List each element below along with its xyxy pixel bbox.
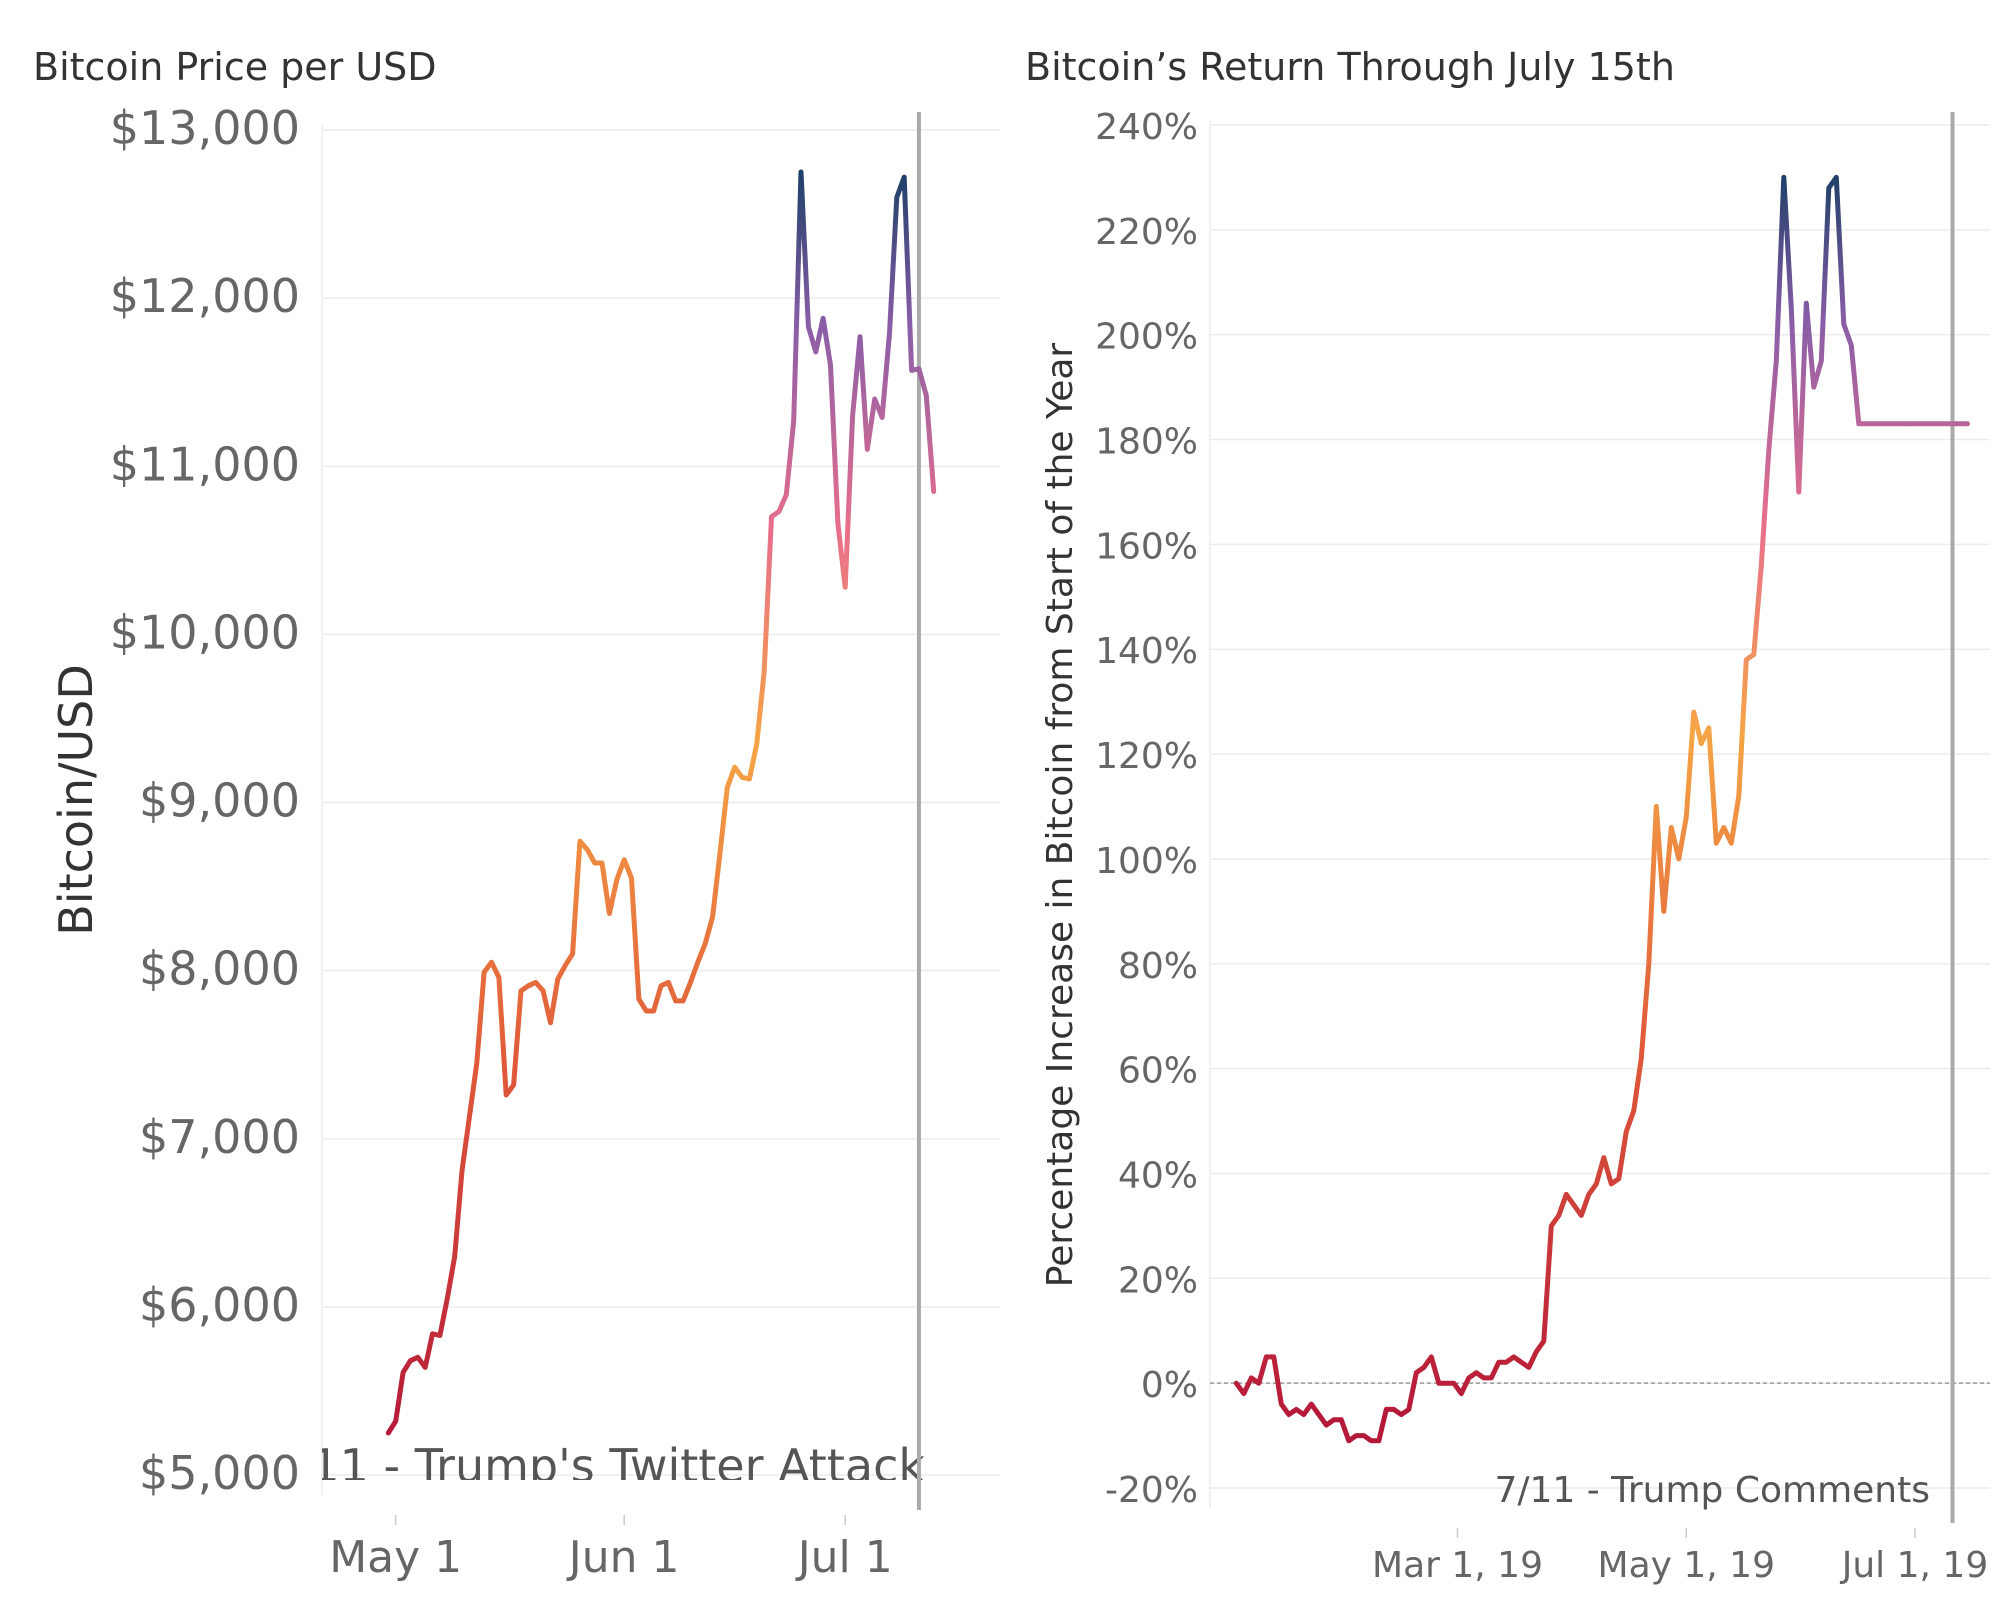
left-reference-annotation: 7/11 - Trump's Twitter Attack (266, 1439, 926, 1493)
right-x-tick-label: Jul 1, 19 (1840, 1545, 1988, 1586)
left-chart-title: Bitcoin Price per USD (33, 45, 437, 89)
right-y-tick-label: 240% (1095, 107, 1198, 148)
left-grid (321, 125, 1000, 1495)
right-y-tick-label: 120% (1095, 736, 1198, 777)
left-y-tick-label: $10,000 (110, 605, 300, 659)
left-y-tick-label: $13,000 (110, 101, 300, 155)
left-y-ticks: $5,000 $6,000 $7,000 $8,000 $9,000 $10,000 $11… (110, 101, 300, 1500)
right-y-ticks: -20% 0% 20% 40% 60% 80% 100% 120% 140% 160% 180% 20… (1095, 107, 1198, 1511)
left-y-tick-label: $12,000 (110, 269, 300, 323)
right-y-tick-label: 0% (1141, 1365, 1198, 1406)
right-y-tick-label: 100% (1095, 841, 1198, 882)
right-y-tick-label: 60% (1118, 1051, 1198, 1092)
left-series-line (385, 169, 937, 1436)
left-y-tick-label: $7,000 (139, 1110, 300, 1164)
left-y-tick-label: $6,000 (139, 1278, 300, 1332)
right-y-tick-label: 80% (1118, 946, 1198, 987)
right-return-series (1233, 174, 1970, 1444)
right-y-axis-label: Percentage Increase in Bitcoin from Star… (1040, 343, 1081, 1288)
left-y-axis-label: Bitcoin/USD (49, 664, 103, 936)
left-x-tick-label: Jul 1 (795, 1532, 893, 1583)
left-y-tick-label: $5,000 (139, 1446, 300, 1500)
right-y-tick-label: 20% (1118, 1260, 1198, 1301)
left-x-ticks: May 1 Jun 1 Jul 1 (329, 1515, 893, 1583)
right-y-tick-label: 220% (1095, 212, 1198, 253)
right-x-tick-label: Mar 1, 19 (1372, 1545, 1543, 1586)
right-chart-panel: Bitcoin’s Return Through July 15th Perce… (1025, 45, 1990, 1586)
left-chart-panel: Bitcoin Price per USD Bitcoin/USD $5,000… (33, 45, 1000, 1583)
right-y-tick-label: -20% (1105, 1470, 1198, 1511)
right-x-tick-label: May 1, 19 (1598, 1545, 1775, 1586)
right-y-tick-label: 160% (1095, 526, 1198, 567)
right-reference-annotation: 7/11 - Trump Comments (1494, 1470, 1930, 1511)
left-price-series (385, 169, 937, 1436)
left-annotation-group: 7/11 - Trump's Twitter Attack (266, 1439, 926, 1493)
left-x-tick-label: May 1 (329, 1532, 462, 1583)
right-y-tick-label: 180% (1095, 422, 1198, 463)
right-y-tick-label: 200% (1095, 317, 1198, 358)
left-y-tick-label: $11,000 (110, 437, 300, 491)
left-y-tick-label: $8,000 (139, 942, 300, 996)
right-y-tick-label: 40% (1118, 1155, 1198, 1196)
right-chart-title: Bitcoin’s Return Through July 15th (1025, 45, 1675, 89)
right-grid (1209, 120, 1990, 1508)
left-x-tick-label: Jun 1 (566, 1532, 680, 1583)
left-y-tick-label: $9,000 (139, 774, 300, 828)
right-y-tick-label: 140% (1095, 631, 1198, 672)
right-x-ticks: Mar 1, 19 May 1, 19 Jul 1, 19 (1372, 1528, 1988, 1586)
right-series-line (1233, 174, 1970, 1444)
